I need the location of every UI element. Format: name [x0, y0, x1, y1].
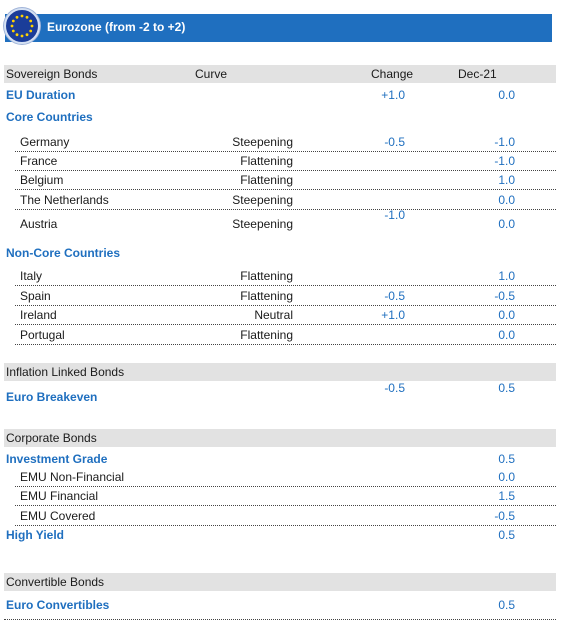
table-row: EMU Non-Financial 0.0	[0, 468, 565, 487]
euro-convertibles-row: Euro Convertibles 0.5	[0, 596, 565, 615]
segment-name: EMU Covered	[20, 509, 96, 523]
column-bonds: Sovereign Bonds	[6, 67, 98, 81]
dec-value: 0.0	[498, 328, 515, 342]
header-bar: Eurozone (from -2 to +2)	[5, 14, 552, 42]
change-value: -0.5	[384, 135, 405, 149]
table-row: Austria Steepening -1.0 0.0	[0, 208, 565, 234]
convertible-bonds-header: Convertible Bonds	[4, 573, 556, 591]
change-value: -1.0	[384, 208, 405, 222]
dec-value: -0.5	[494, 289, 515, 303]
country-name: France	[20, 154, 58, 168]
euro-breakeven-label: Euro Breakeven	[6, 390, 98, 404]
table-row: Ireland Neutral +1.0 0.0	[0, 306, 565, 325]
noncore-countries-label: Non-Core Countries	[6, 246, 120, 260]
investment-grade-row: Investment Grade 0.5	[0, 450, 565, 469]
convertible-header-label: Convertible Bonds	[6, 575, 105, 589]
country-name: Austria	[20, 217, 58, 231]
divider	[4, 619, 556, 620]
change-value: -0.5	[384, 289, 405, 303]
eu-duration-change: +1.0	[381, 88, 405, 102]
curve-value: Flattening	[240, 173, 293, 187]
dec-value: 0.0	[498, 193, 515, 207]
dec-value: 0.0	[498, 217, 515, 231]
dec-value: -1.0	[494, 154, 515, 168]
corporate-header-label: Corporate Bonds	[6, 431, 97, 445]
curve-value: Flattening	[240, 269, 293, 283]
core-countries-row: Core Countries	[0, 108, 565, 127]
country-name: The Netherlands	[20, 193, 109, 207]
euro-convertibles-label: Euro Convertibles	[6, 598, 110, 612]
country-name: Portugal	[20, 328, 65, 342]
change-value: +1.0	[381, 308, 405, 322]
country-name: Germany	[20, 135, 70, 149]
column-change: Change	[371, 67, 414, 81]
dec-value: -1.0	[494, 135, 515, 149]
segment-name: EMU Non-Financial	[20, 470, 125, 484]
dec-value: 0.5	[498, 452, 515, 466]
high-yield-row: High Yield 0.5	[0, 526, 565, 545]
eu-duration-row: EU Duration +1.0 0.0	[0, 86, 565, 105]
country-name: Belgium	[20, 173, 64, 187]
change-value: -0.5	[384, 381, 405, 395]
country-name: Spain	[20, 289, 51, 303]
country-name: Italy	[20, 269, 43, 283]
table-row: Portugal Flattening 0.0	[0, 326, 565, 345]
inflation-header-label: Inflation Linked Bonds	[6, 365, 125, 379]
curve-value: Flattening	[240, 289, 293, 303]
curve-value: Flattening	[240, 328, 293, 342]
dec-value: 1.0	[498, 269, 515, 283]
investment-grade-label: Investment Grade	[6, 452, 108, 466]
dec-value: 0.0	[498, 470, 515, 484]
high-yield-label: High Yield	[6, 528, 65, 542]
dec-value: 0.5	[498, 598, 515, 612]
table-row: France Flattening -1.0	[0, 152, 565, 171]
dec-value: -0.5	[494, 509, 515, 523]
eu-duration-dec: 0.0	[498, 88, 515, 102]
page-title: Eurozone (from -2 to +2)	[47, 20, 186, 34]
column-curve: Curve	[195, 67, 228, 81]
table-row: Spain Flattening -0.5 -0.5	[0, 287, 565, 306]
table-row: EMU Financial 1.5	[0, 487, 565, 506]
country-name: Ireland	[20, 308, 57, 322]
table-row: The Netherlands Steepening 0.0	[0, 191, 565, 210]
eu-flag-icon	[4, 8, 40, 44]
eu-duration-label: EU Duration	[6, 88, 76, 102]
table-row: Germany Steepening -0.5 -1.0	[0, 133, 565, 152]
curve-value: Neutral	[254, 308, 293, 322]
dec-value: 0.5	[498, 381, 515, 395]
dec-value: 1.5	[498, 489, 515, 503]
euro-breakeven-row: Euro Breakeven -0.5 0.5	[0, 381, 565, 407]
curve-value: Steepening	[232, 135, 293, 149]
curve-value: Steepening	[232, 193, 293, 207]
noncore-countries-row: Non-Core Countries	[0, 244, 565, 263]
table-row: EMU Covered -0.5	[0, 507, 565, 526]
core-countries-label: Core Countries	[6, 110, 93, 124]
dec-value: 0.5	[498, 528, 515, 542]
corporate-bonds-header: Corporate Bonds	[4, 429, 556, 447]
segment-name: EMU Financial	[20, 489, 99, 503]
curve-value: Steepening	[232, 217, 293, 231]
sovereign-bonds-header: Sovereign Bonds Curve Change Dec-21	[4, 65, 556, 83]
dec-value: 1.0	[498, 173, 515, 187]
table-row: Italy Flattening 1.0	[0, 267, 565, 286]
table-row: Belgium Flattening 1.0	[0, 171, 565, 190]
curve-value: Flattening	[240, 154, 293, 168]
inflation-bonds-header: Inflation Linked Bonds	[4, 363, 556, 381]
dec-value: 0.0	[498, 308, 515, 322]
column-dec: Dec-21	[458, 67, 497, 81]
